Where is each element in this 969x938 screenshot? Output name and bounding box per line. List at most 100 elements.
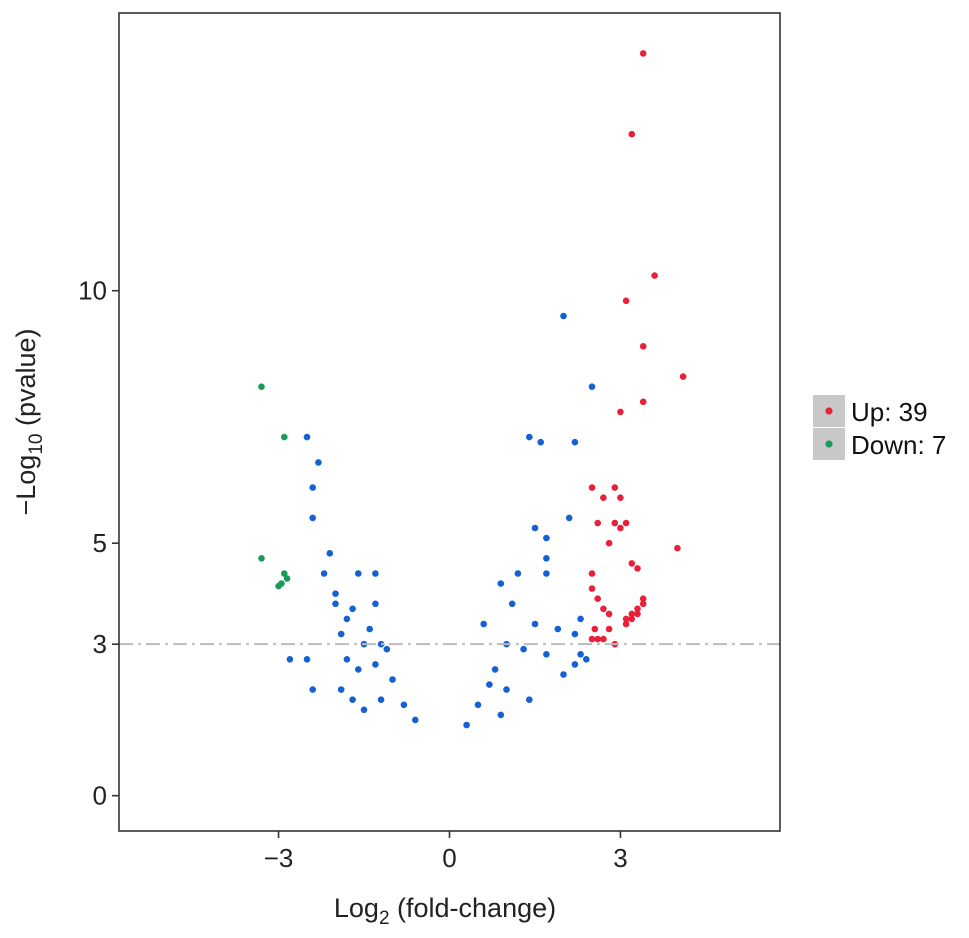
data-point — [258, 555, 265, 562]
data-point — [674, 544, 681, 552]
data-point — [315, 459, 322, 466]
y-tick-label: 3 — [93, 629, 107, 659]
data-point — [377, 696, 385, 703]
data-point — [508, 600, 516, 608]
data-point — [349, 605, 356, 613]
data-point — [605, 625, 613, 633]
data-point — [617, 524, 624, 532]
data-point — [474, 701, 482, 709]
data-point — [514, 570, 522, 577]
data-point — [543, 555, 550, 562]
data-point — [491, 666, 499, 673]
data-point — [281, 433, 288, 441]
data-point — [275, 582, 282, 590]
series-down-7 — [258, 383, 291, 590]
data-point — [583, 656, 590, 663]
data-point — [526, 433, 533, 441]
data-point — [600, 635, 607, 643]
data-point — [605, 610, 613, 618]
data-point — [679, 373, 687, 380]
data-point — [639, 398, 647, 406]
data-point — [560, 671, 567, 678]
data-point — [309, 484, 317, 491]
legend: Up: 39 Down: 7 — [813, 395, 946, 460]
legend-item-down: Down: 7 — [813, 428, 946, 460]
data-point — [343, 615, 351, 623]
data-point — [628, 560, 636, 567]
data-point — [286, 656, 294, 663]
data-point — [281, 570, 288, 577]
data-point — [628, 615, 636, 623]
x-tick-label: 3 — [613, 843, 627, 873]
data-point — [543, 534, 550, 542]
data-point — [320, 570, 328, 577]
data-point — [497, 711, 505, 719]
y-tick-label: 10 — [78, 276, 107, 306]
data-point — [497, 580, 505, 587]
data-point — [309, 514, 317, 522]
data-point — [337, 630, 345, 638]
data-point — [366, 625, 374, 633]
data-point — [622, 519, 630, 527]
data-point — [639, 50, 647, 57]
data-point — [622, 297, 630, 305]
data-point — [605, 539, 613, 547]
data-point — [617, 408, 624, 416]
data-point — [372, 600, 379, 608]
data-point — [622, 620, 630, 628]
data-point — [571, 630, 579, 638]
data-point — [543, 651, 550, 658]
data-point — [577, 615, 584, 623]
y-tick-label: 5 — [93, 528, 107, 558]
data-point — [355, 570, 362, 577]
x-axis-title: Log2 (fold-change) — [334, 893, 556, 929]
data-point — [634, 605, 641, 613]
y-tick-label: 0 — [93, 781, 107, 811]
y-axis-title: −Log10 (pvalue) — [11, 328, 47, 515]
data-point — [571, 661, 579, 668]
legend-dot-down — [825, 440, 833, 448]
data-point — [412, 716, 419, 724]
data-point — [639, 600, 647, 608]
data-point — [355, 666, 362, 673]
data-point — [303, 433, 311, 441]
data-point — [611, 484, 619, 491]
x-ticks: −3 0 3 — [264, 831, 628, 873]
data-point — [565, 514, 573, 522]
data-point — [617, 494, 624, 502]
data-point — [554, 625, 562, 633]
x-tick-label: −3 — [264, 843, 294, 873]
data-point — [594, 635, 601, 643]
data-point — [400, 701, 408, 709]
data-point — [622, 615, 630, 623]
data-point — [639, 343, 647, 350]
data-point — [332, 600, 339, 608]
data-point — [611, 519, 619, 527]
data-point — [588, 585, 596, 592]
data-point — [588, 383, 596, 391]
data-point — [372, 661, 379, 668]
data-point — [577, 651, 584, 658]
data-point — [639, 595, 647, 602]
data-point — [588, 570, 596, 577]
data-point — [600, 605, 607, 613]
data-point — [520, 645, 527, 653]
plot-frame — [118, 12, 781, 832]
legend-label-up: Up: 39 — [851, 397, 928, 427]
data-point — [588, 635, 596, 643]
data-point — [594, 595, 601, 602]
data-point — [628, 130, 636, 138]
data-point — [531, 620, 539, 628]
series-up-39 — [588, 50, 687, 648]
data-point — [303, 656, 311, 663]
data-point — [537, 438, 544, 446]
data-point — [591, 625, 599, 633]
data-point — [560, 312, 567, 320]
y-ticks: 0 3 5 10 — [78, 276, 119, 811]
series-not-significant — [286, 312, 596, 729]
data-point — [543, 570, 550, 577]
data-point — [594, 519, 601, 527]
data-point — [634, 565, 641, 572]
data-point — [526, 696, 533, 703]
